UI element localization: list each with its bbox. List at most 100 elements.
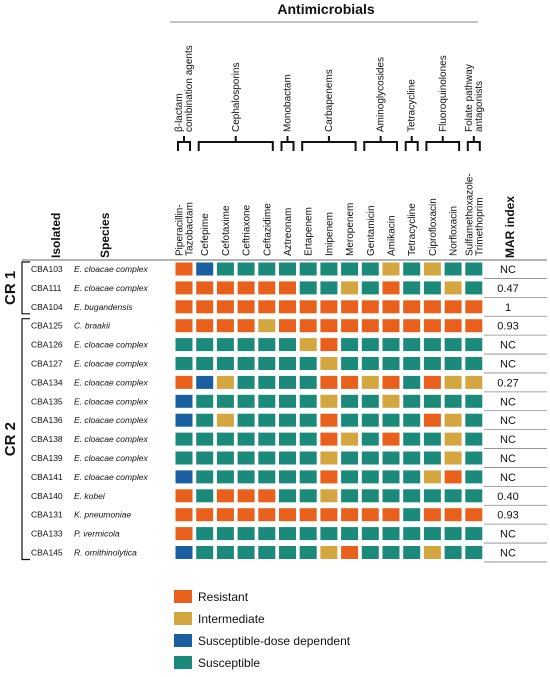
cell-CBA111-8 [341, 281, 359, 295]
cell-CBA141-5 [279, 470, 296, 484]
cell-CBA131-1 [196, 508, 214, 522]
cell-CBA136-14 [465, 413, 483, 427]
cell-CBA131-5 [279, 508, 296, 522]
antimicrobial-label-3: Ceftriaxone [242, 204, 253, 256]
cell-CBA135-10 [382, 394, 400, 408]
cell-CBA127-1 [196, 357, 214, 370]
cell-CBA135-6 [299, 394, 317, 408]
class-label-4: Aminoglycosides [376, 57, 387, 132]
cell-CBA141-7 [320, 470, 338, 484]
isolate-label: CBA136 [31, 415, 63, 425]
cell-CBA126-12 [423, 338, 441, 352]
class-label-5: Tetracycline [407, 79, 418, 132]
class-label-7: Folate pathway [464, 64, 475, 132]
cell-CBA145-6 [299, 546, 317, 559]
cell-CBA127-9 [361, 357, 379, 370]
cell-CBA136-12 [423, 413, 441, 427]
cell-CBA127-3 [237, 357, 255, 370]
group-bracket-0 [21, 261, 30, 315]
species-label: E. cloacae complex [74, 377, 148, 387]
cell-CBA127-11 [403, 357, 421, 370]
cell-CBA111-9 [361, 281, 379, 295]
cell-CBA103-14 [465, 262, 483, 276]
legend-label-R: Resistant [198, 590, 249, 604]
cell-CBA111-2 [216, 281, 234, 295]
mar-value: NC [500, 359, 516, 371]
cell-CBA131-6 [299, 508, 317, 522]
cell-CBA125-11 [403, 319, 421, 333]
class-bracket-4 [363, 136, 398, 151]
cell-CBA103-0 [175, 262, 193, 276]
species-label: E. cloacae complex [74, 415, 148, 425]
cell-CBA135-5 [279, 394, 296, 408]
cell-CBA125-2 [216, 319, 234, 333]
cell-CBA134-9 [361, 375, 379, 389]
legend-label-I: Intermediate [198, 612, 265, 626]
cell-CBA104-2 [216, 300, 234, 314]
cell-CBA126-0 [175, 338, 193, 352]
cell-CBA138-12 [423, 432, 441, 446]
cell-CBA134-1 [196, 375, 214, 389]
cell-CBA145-14 [465, 546, 483, 559]
cell-CBA131-14 [465, 508, 483, 522]
isolate-label: CBA139 [31, 453, 63, 463]
cell-CBA134-7 [320, 375, 338, 389]
cell-CBA138-3 [237, 432, 255, 446]
cell-CBA111-1 [196, 281, 214, 295]
cell-CBA141-14 [465, 470, 483, 484]
isolate-label: CBA141 [31, 472, 63, 482]
cell-CBA127-14 [465, 357, 483, 370]
cell-CBA138-11 [403, 432, 421, 446]
mar-value: NC [500, 264, 516, 276]
cell-CBA145-2 [216, 546, 234, 559]
cell-CBA133-3 [237, 527, 255, 541]
cell-CBA140-9 [361, 489, 379, 503]
cell-CBA138-2 [216, 432, 234, 446]
cell-CBA134-4 [258, 375, 276, 389]
cell-CBA133-4 [258, 527, 276, 541]
cell-CBA127-12 [423, 357, 441, 370]
mar-value: NC [500, 434, 516, 446]
isolate-label: CBA134 [31, 377, 63, 387]
cell-CBA126-3 [237, 338, 255, 352]
cell-CBA111-4 [258, 281, 276, 295]
cell-CBA145-4 [258, 546, 276, 559]
cell-CBA145-1 [196, 546, 214, 559]
cell-CBA126-9 [361, 338, 379, 352]
cell-CBA139-7 [320, 451, 338, 465]
isolate-label: CBA133 [31, 529, 63, 539]
cell-CBA139-10 [382, 451, 400, 465]
cell-CBA134-6 [299, 375, 317, 389]
cell-CBA138-1 [196, 432, 214, 446]
mar-value: 0.40 [497, 491, 518, 503]
cell-CBA141-11 [403, 470, 421, 484]
antimicrobial-label-2: Cefotaxime [221, 205, 232, 256]
cell-CBA104-4 [258, 300, 276, 314]
cell-CBA139-2 [216, 451, 234, 465]
cell-CBA135-11 [403, 394, 421, 408]
cell-CBA141-3 [237, 470, 255, 484]
cell-CBA140-3 [237, 489, 255, 503]
cell-CBA141-9 [361, 470, 379, 484]
cell-CBA145-12 [423, 546, 441, 559]
cell-CBA141-10 [382, 470, 400, 484]
cell-CBA127-6 [299, 357, 317, 370]
cell-CBA103-5 [279, 262, 296, 276]
antimicrobial-label-4: Ceftazidime [262, 203, 273, 256]
cell-CBA125-7 [320, 319, 338, 333]
cell-CBA103-4 [258, 262, 276, 276]
cell-CBA140-13 [444, 489, 462, 503]
cell-CBA134-14 [465, 375, 483, 389]
cell-CBA125-4 [258, 319, 276, 333]
cell-CBA104-10 [382, 300, 400, 314]
mar-value: NC [500, 472, 516, 484]
species-label: R. ornithinolytica [74, 548, 137, 558]
mar-value: NC [500, 415, 516, 427]
species-label: E. cloacae complex [74, 283, 148, 293]
cell-CBA104-8 [341, 300, 359, 314]
cell-CBA136-5 [279, 413, 296, 427]
cell-CBA140-1 [196, 489, 214, 503]
class-bracket-2 [280, 136, 295, 151]
cell-CBA131-2 [216, 508, 234, 522]
cell-CBA139-12 [423, 451, 441, 465]
